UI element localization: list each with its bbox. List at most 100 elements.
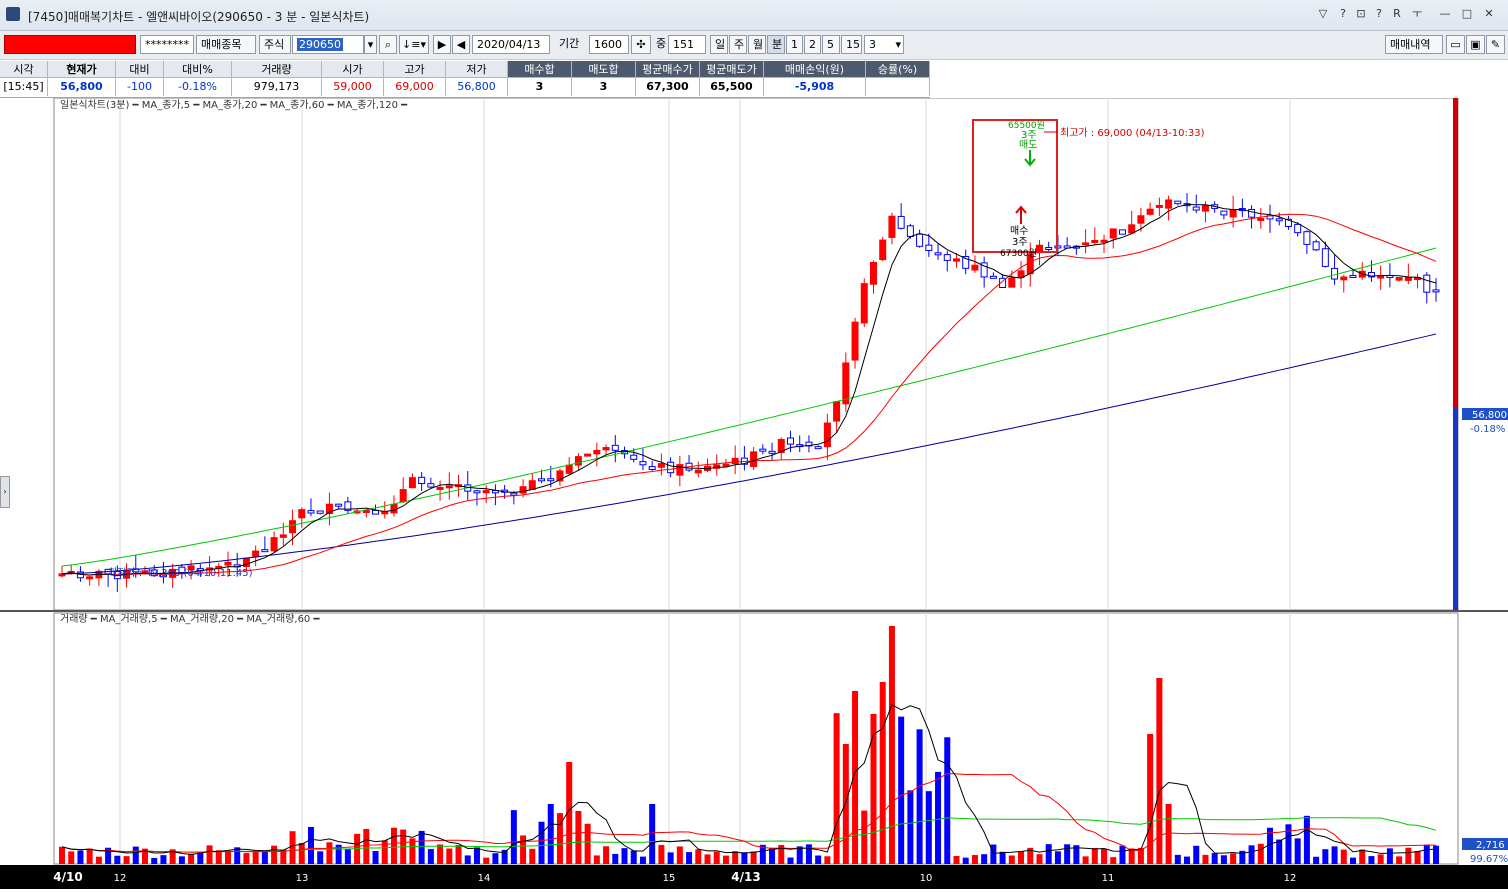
candle bbox=[1118, 229, 1126, 235]
candle bbox=[1331, 267, 1339, 280]
tf-2[interactable]: 2 bbox=[804, 35, 821, 54]
volume-bar bbox=[427, 849, 434, 864]
volume-bar bbox=[1165, 804, 1172, 864]
volume-bar bbox=[95, 856, 102, 864]
refresh-icon[interactable]: R bbox=[1393, 7, 1401, 20]
crosshair-icon[interactable]: ✣ bbox=[631, 35, 651, 54]
volume-bar bbox=[446, 848, 453, 864]
candle bbox=[1008, 277, 1016, 288]
code-dropdown-icon[interactable]: ▾ bbox=[364, 35, 377, 54]
volume-bar bbox=[151, 857, 158, 864]
last-price-tag bbox=[1462, 408, 1508, 420]
volume-bar bbox=[160, 855, 167, 864]
quote-info-table: 시각 [15:45] 현재가 56,800 대비 -100 대비% -0.18% 거래량 979,… bbox=[0, 61, 930, 98]
info-icon[interactable]: ? bbox=[1376, 7, 1382, 20]
volume-bar bbox=[271, 845, 278, 864]
close-icon[interactable]: ✕ bbox=[1484, 7, 1494, 20]
tf-day[interactable]: 일 bbox=[710, 35, 728, 54]
play-next-icon[interactable]: ▶ bbox=[433, 35, 451, 54]
candle bbox=[1137, 215, 1145, 224]
trade-history-button[interactable]: 매매내역 bbox=[1385, 35, 1443, 54]
volume-bar bbox=[141, 848, 148, 864]
print-icon[interactable]: ⊡ bbox=[1356, 7, 1366, 20]
stock-code-input[interactable]: 290650 bbox=[292, 35, 364, 54]
candle bbox=[722, 463, 730, 467]
volume-bar bbox=[1119, 845, 1126, 864]
volume-bar bbox=[1193, 845, 1200, 864]
volume-bar bbox=[750, 851, 757, 864]
price-scale-down-strip bbox=[1453, 408, 1458, 610]
volume-bar bbox=[538, 821, 545, 864]
count-input[interactable]: 151 bbox=[668, 35, 706, 54]
volume-bar bbox=[1267, 827, 1274, 864]
period-label: 기간 bbox=[559, 37, 580, 50]
save-icon[interactable]: ▣ bbox=[1466, 35, 1485, 54]
tf-5[interactable]: 5 bbox=[822, 35, 840, 54]
collapse-icon[interactable]: ▽ bbox=[1318, 7, 1328, 20]
market-select[interactable]: 주식 bbox=[259, 35, 291, 54]
candle bbox=[906, 225, 914, 238]
period-input[interactable]: 1600 bbox=[589, 35, 629, 54]
candle bbox=[833, 401, 841, 422]
tf-15[interactable]: 15 bbox=[841, 35, 862, 54]
volume-bar bbox=[953, 856, 960, 864]
volume-bar bbox=[261, 851, 268, 864]
date-input[interactable]: 2020/04/13 bbox=[472, 35, 550, 54]
tf-1[interactable]: 1 bbox=[786, 35, 803, 54]
candle bbox=[1229, 208, 1237, 218]
candle bbox=[390, 503, 398, 514]
volume-bar bbox=[639, 856, 646, 864]
candle bbox=[879, 239, 887, 261]
volume-bar bbox=[1018, 851, 1025, 864]
volume-bar bbox=[123, 856, 130, 864]
volume-bar bbox=[390, 827, 397, 864]
pin-icon[interactable]: ㅜ bbox=[1411, 7, 1423, 20]
candle bbox=[1201, 204, 1209, 212]
maximize-icon[interactable]: □ bbox=[1461, 7, 1473, 20]
volume-bar bbox=[621, 848, 628, 864]
volume-bar bbox=[593, 855, 600, 864]
count-label: 중 bbox=[656, 37, 667, 50]
stock-list-button[interactable]: 매매종목 bbox=[196, 35, 256, 54]
volume-bar bbox=[464, 855, 471, 864]
candle bbox=[473, 490, 481, 494]
sort-icon[interactable]: ↓≡▾ bbox=[399, 35, 429, 54]
help-icon[interactable]: ? bbox=[1340, 7, 1346, 20]
tf-minute[interactable]: 분 bbox=[767, 35, 785, 54]
minute-select[interactable]: 3 ▾ bbox=[864, 35, 904, 54]
volume-bar bbox=[962, 857, 969, 864]
settings-icon[interactable]: ✎ bbox=[1486, 35, 1505, 54]
tf-month[interactable]: 월 bbox=[748, 35, 766, 54]
chart-area[interactable]: 65500원 3주 매도 매수 3주 67300원 최고가 : 69,000 (04/13-… bbox=[0, 97, 1508, 889]
account-select[interactable] bbox=[4, 35, 136, 54]
volume-bar bbox=[188, 853, 195, 864]
candle bbox=[565, 464, 573, 474]
volume-bar bbox=[861, 810, 868, 864]
volume-bar bbox=[215, 850, 222, 864]
volume-bar bbox=[925, 791, 932, 864]
candle bbox=[768, 450, 776, 454]
volume-bar bbox=[603, 846, 610, 864]
password-input[interactable]: ******** bbox=[140, 35, 194, 54]
play-prev-icon[interactable]: ◀ bbox=[452, 35, 470, 54]
minimize-icon[interactable]: — bbox=[1439, 7, 1451, 20]
x-axis-label: 13 bbox=[296, 873, 309, 884]
volume-bar bbox=[796, 846, 803, 864]
side-panel-toggle[interactable]: › bbox=[0, 476, 10, 508]
volume-bar bbox=[1313, 856, 1320, 864]
candle bbox=[823, 422, 831, 448]
volume-bar bbox=[169, 849, 176, 864]
candle bbox=[1248, 208, 1256, 218]
candle bbox=[307, 510, 315, 514]
open-icon[interactable]: ▭ bbox=[1446, 35, 1465, 54]
volume-bar bbox=[1359, 849, 1366, 864]
volume-bar bbox=[326, 842, 333, 864]
ma60-line bbox=[61, 247, 1437, 567]
info-header-11: 평균매도가 bbox=[700, 61, 764, 78]
minute-value: 3 bbox=[869, 38, 876, 51]
tf-week[interactable]: 주 bbox=[729, 35, 747, 54]
volume-bar bbox=[1285, 824, 1292, 864]
info-value-4: 979,173 bbox=[232, 78, 322, 96]
search-icon[interactable]: ⌕ bbox=[379, 35, 397, 54]
